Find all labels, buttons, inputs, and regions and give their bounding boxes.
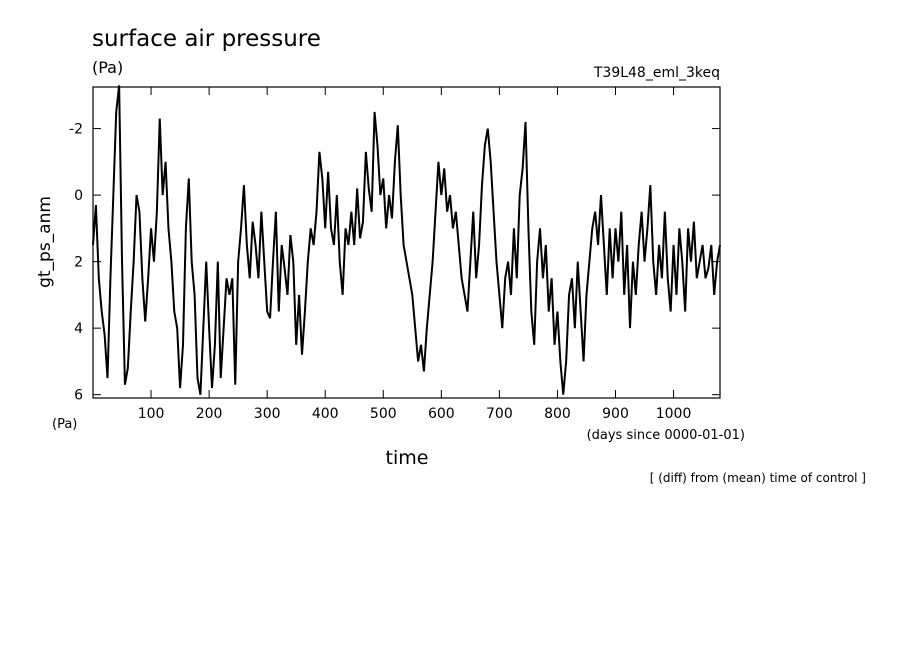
x-tick-label: 600 <box>428 406 455 422</box>
x-tick-label: 700 <box>486 406 513 422</box>
y-tick-label: 2 <box>74 255 83 271</box>
experiment-label: T39L48_eml_3keq <box>593 65 720 81</box>
x-tick-label: 300 <box>254 406 281 422</box>
x-axis-label: time <box>386 447 429 469</box>
x-tick-label: 500 <box>370 406 397 422</box>
y-tick-label: 6 <box>74 388 83 404</box>
chart-title: surface air pressure <box>92 26 321 52</box>
x-tick-label: 100 <box>138 406 165 422</box>
x-tick-label: 800 <box>544 406 571 422</box>
plot-frame <box>92 86 721 399</box>
x-tick-label: 200 <box>196 406 223 422</box>
x-unit-label: (days since 0000-01-01) <box>587 428 745 443</box>
x-tick-label: 1000 <box>656 406 692 422</box>
note: [ (diff) from (mean) time of control ] <box>650 471 866 485</box>
x-tick-label: 900 <box>602 406 629 422</box>
y-axis-label: gt_ps_anm <box>35 196 55 288</box>
x-tick-label: 400 <box>312 406 339 422</box>
y-tick-label: 4 <box>74 321 83 337</box>
line-series <box>92 85 721 395</box>
unit-label: (Pa) <box>92 58 123 77</box>
y-unit-label: (Pa) <box>52 417 77 432</box>
y-tick-label: 0 <box>74 188 83 204</box>
y-tick-label: -2 <box>69 122 83 138</box>
